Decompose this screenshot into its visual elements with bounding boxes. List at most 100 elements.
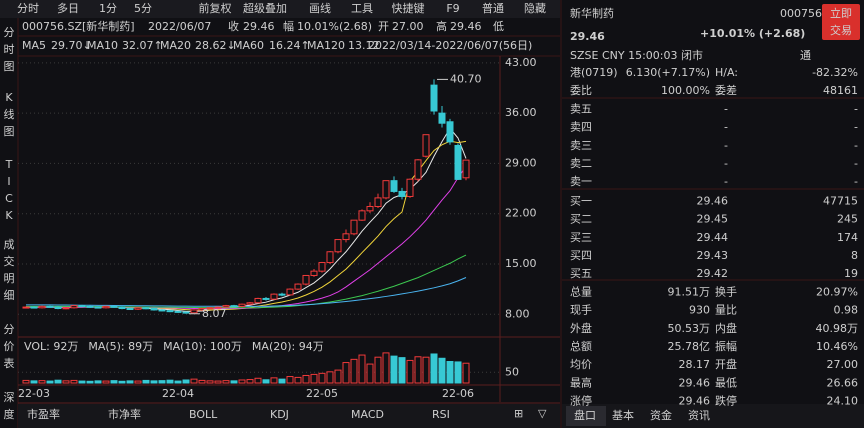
volume-bar	[246, 379, 254, 384]
toolbar-button[interactable]: 隐藏	[524, 2, 546, 15]
volume-bar	[382, 352, 390, 384]
ma-value: 28.62↓	[195, 39, 236, 52]
bottom-tab[interactable]: RSI	[432, 408, 450, 421]
volume-bar	[38, 380, 46, 384]
toolbar-button[interactable]: 普通	[482, 1, 504, 15]
candle-body	[78, 305, 86, 308]
volume-bar	[462, 362, 470, 384]
toolbar-button[interactable]: 快捷键	[392, 1, 425, 15]
panel-tab[interactable]: 资讯	[688, 409, 710, 422]
volume-bar	[150, 380, 158, 384]
volume-bar	[174, 380, 182, 384]
volume-legend: MA(10): 100万	[163, 340, 242, 353]
volume-bar	[94, 380, 102, 384]
candle-body	[30, 306, 38, 309]
ma-name: MA120	[307, 39, 345, 52]
quote-label: 外盘	[570, 321, 592, 335]
panel-tab[interactable]: 基本	[612, 408, 634, 422]
toolbar-button[interactable]: 5分	[134, 2, 152, 15]
volume-bar	[270, 377, 278, 384]
candle-body	[254, 297, 262, 304]
y-tick-label: 15.00	[505, 257, 537, 270]
book-price: -	[724, 121, 728, 134]
book-label: 买四	[570, 249, 592, 262]
book-volume: -	[854, 175, 858, 188]
trade-button-label[interactable]: 交易	[830, 23, 852, 37]
side-tab[interactable]: 分时图	[4, 26, 15, 73]
volume-bar	[126, 380, 134, 384]
quote-label: 现手	[570, 303, 592, 317]
candle-body	[54, 306, 62, 310]
toolbar-button[interactable]: 超级叠加	[243, 1, 287, 15]
info-code: 000756.SZ[新华制药]	[22, 19, 135, 33]
toolbar-button[interactable]: 分时	[17, 2, 39, 15]
connect-label: 通	[800, 49, 811, 62]
book-price: 29.43	[697, 249, 729, 262]
volume-bar	[110, 380, 118, 384]
volume-bar	[198, 379, 206, 384]
info-high-label: 高	[436, 19, 447, 33]
quote-value: 0.98	[834, 304, 859, 317]
bottom-tab[interactable]: KDJ	[270, 408, 289, 421]
volume-bar	[414, 356, 422, 384]
book-volume: 174	[837, 231, 858, 244]
volume-bar	[102, 380, 110, 384]
bottom-tab[interactable]: 市净率	[108, 407, 141, 421]
panel-tab[interactable]: 盘口	[574, 408, 596, 422]
info-open-label: 开	[378, 20, 389, 33]
side-tab[interactable]: K 线图	[4, 91, 15, 138]
book-volume: 8	[851, 249, 858, 262]
candle-body	[46, 305, 54, 308]
candle-body	[422, 134, 430, 157]
candle-body	[118, 306, 126, 310]
trade-button[interactable]	[822, 4, 860, 40]
candle-body	[230, 305, 238, 308]
candle-body	[182, 311, 190, 314]
toolbar-button[interactable]: 工具	[351, 2, 373, 15]
candle-body	[62, 307, 70, 310]
dropdown-icon[interactable]: ▽	[538, 407, 547, 420]
side-tab[interactable]: 深度	[4, 391, 15, 421]
panel-tab[interactable]: 资金	[650, 408, 672, 422]
toolbar-button[interactable]: F9	[446, 2, 459, 15]
quote-label: 振幅	[715, 339, 737, 353]
quote-label: 最高	[570, 375, 592, 389]
candle-body	[278, 293, 286, 296]
quote-value: 26.66	[827, 376, 859, 389]
toolbar-button[interactable]: 画线	[309, 1, 331, 15]
candle-body	[438, 112, 446, 124]
bottom-tab[interactable]: BOLL	[189, 408, 218, 421]
candle-body	[126, 308, 134, 311]
bottom-tab[interactable]: 市盈率	[27, 407, 60, 421]
book-volume: -	[854, 121, 858, 134]
volume-bar	[398, 357, 406, 384]
quote-value: 29.46	[679, 376, 711, 389]
book-price: -	[724, 157, 728, 170]
trade-button-label[interactable]: 立即	[830, 6, 852, 20]
bottom-tab[interactable]: MACD	[351, 408, 384, 421]
volume-bar	[350, 358, 358, 384]
info-date: 2022/06/07	[148, 20, 211, 33]
toolbar-button[interactable]: 前复权	[199, 1, 232, 15]
add-icon[interactable]: ⊞	[514, 407, 523, 420]
tabs-bg	[18, 404, 560, 428]
toolbar-button[interactable]: 多日	[57, 1, 79, 15]
book-label: 卖五	[570, 102, 592, 115]
side-tab[interactable]: 成交明细	[4, 238, 15, 302]
volume-bar	[158, 380, 166, 384]
quote-label: 港(0719)	[570, 66, 618, 79]
quote-value: -82.32%	[812, 66, 858, 79]
candle-body	[222, 305, 230, 308]
volume-bar	[78, 380, 86, 384]
info-close: 29.46	[243, 20, 275, 33]
toolbar-button[interactable]: 1分	[99, 2, 117, 15]
stock-code: 000756	[780, 7, 822, 20]
candle-body	[86, 305, 94, 308]
side-tab[interactable]: 分价表	[4, 323, 15, 370]
candle-body	[246, 302, 254, 305]
info-low-label: 低	[493, 20, 504, 33]
volume-bar	[54, 379, 62, 384]
info-close-label: 收	[228, 19, 239, 33]
